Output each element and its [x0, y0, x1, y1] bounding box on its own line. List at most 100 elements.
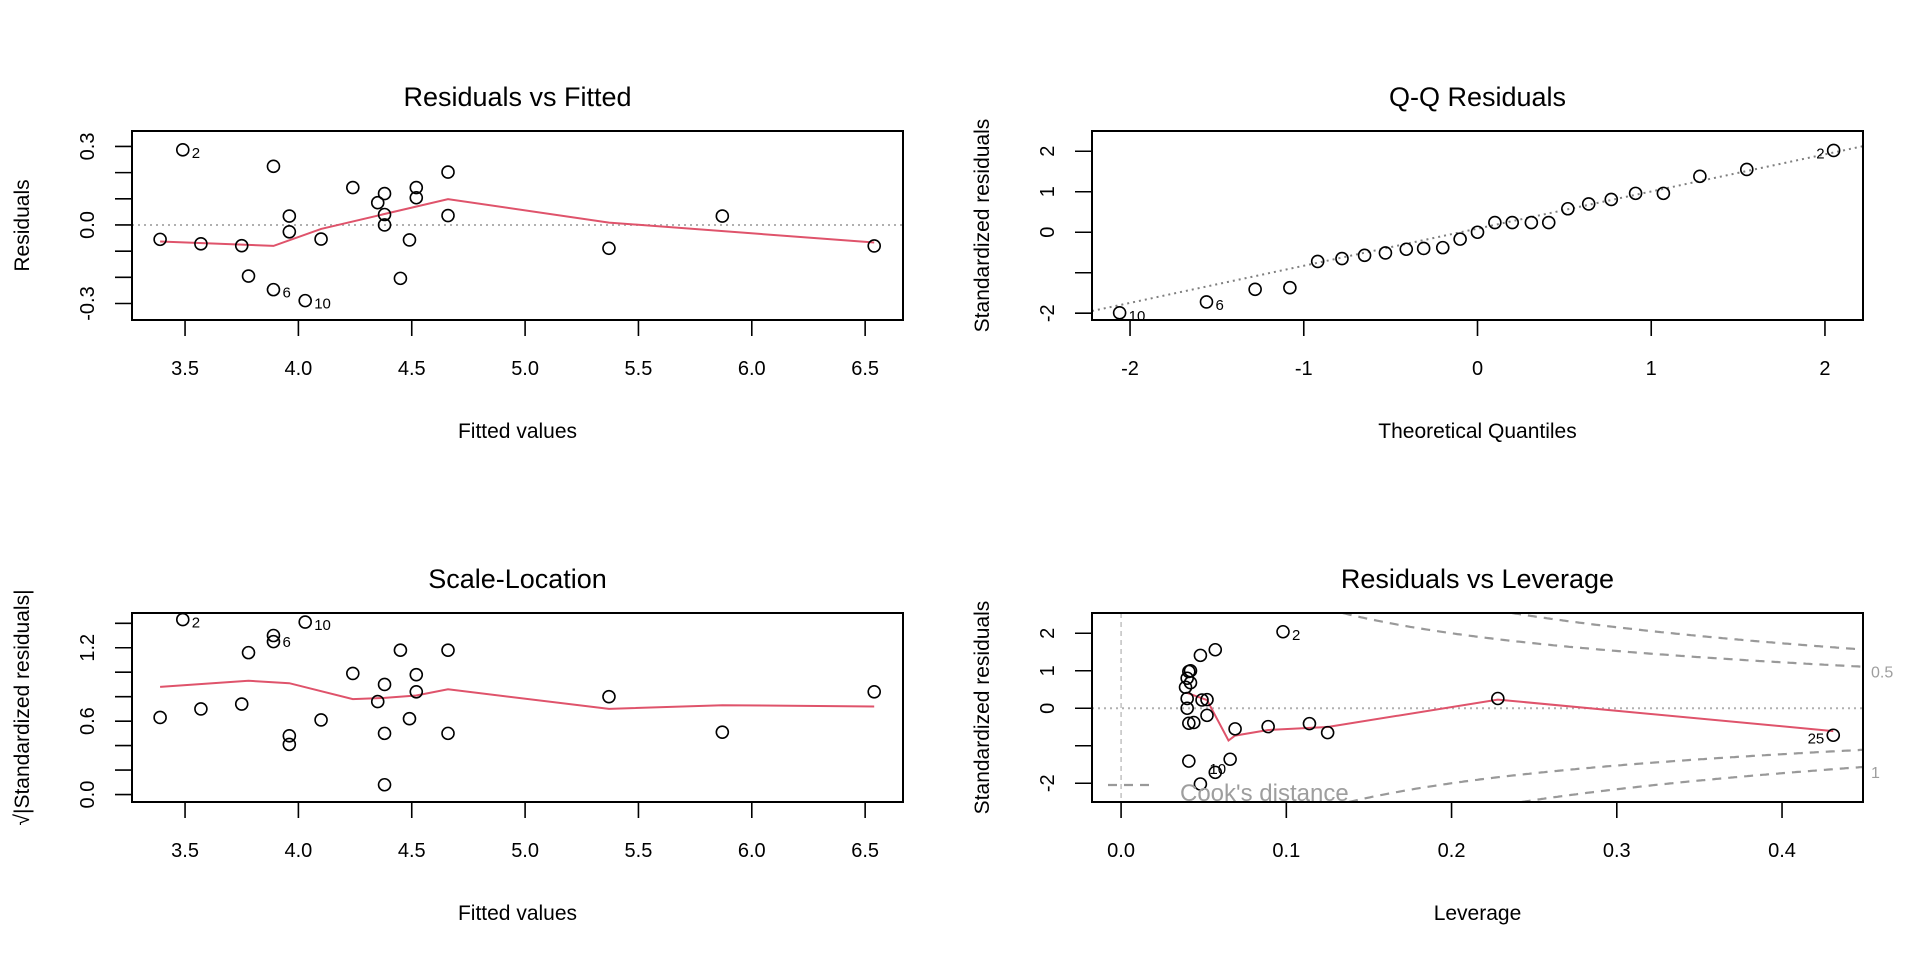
data-point	[298, 615, 312, 629]
x-tick-label: 6.0	[738, 358, 766, 380]
data-point	[1180, 691, 1194, 706]
y-axis: -2 0 1 2	[1037, 628, 1092, 792]
x-tick-label: 0.0	[1107, 840, 1135, 862]
cooks-distance-contour	[1511, 613, 1863, 651]
data-point	[1223, 752, 1237, 767]
panel-title: Residuals vs Fitted	[403, 82, 631, 112]
x-tick-label: -2	[1121, 358, 1139, 380]
cooks-distance-contour	[1342, 613, 1863, 668]
y-tick-label: 0.0	[77, 781, 99, 809]
cooks-contour-label: 0.5	[1871, 665, 1893, 682]
cooks-contour-label: 1	[1871, 765, 1880, 782]
data-point	[194, 702, 208, 716]
y-tick-label: 0	[1037, 227, 1059, 238]
data-point	[1488, 215, 1502, 230]
smoother-line	[160, 198, 875, 247]
x-axis: 3.5 4.0 4.5 5.0 5.5 6.0 6.5	[171, 320, 879, 380]
data-point	[1310, 254, 1325, 269]
data-point	[194, 237, 208, 251]
y-tick-label: 1	[1037, 186, 1059, 197]
data-point	[234, 697, 249, 711]
y-axis-label: Standardized residuals	[971, 119, 994, 333]
x-tick-label: 0.2	[1438, 840, 1466, 862]
data-point	[1561, 201, 1575, 216]
data-point	[1541, 215, 1556, 230]
y-axis: 0.0 0.6 1.2	[77, 622, 132, 809]
x-tick-label: 0.1	[1272, 840, 1300, 862]
point-label: 6	[282, 634, 290, 651]
x-tick-label: 4.5	[398, 358, 426, 380]
data-point	[1200, 692, 1214, 707]
data-point	[1739, 162, 1754, 177]
panel-3: 2 6 10 3.5 4.0 4.5 5.0 5.5 6.0 6.5 0.0 0.6 1.2 Scale-…	[11, 564, 904, 925]
data-point	[1283, 280, 1297, 295]
data-point	[377, 218, 392, 232]
data-point	[1182, 716, 1196, 731]
plot-area	[132, 198, 903, 247]
point-label: 2	[192, 145, 200, 162]
x-tick-label: 0.3	[1603, 840, 1631, 862]
x-tick-label: 5.5	[625, 840, 653, 862]
data-point	[1186, 715, 1201, 730]
y-tick-label: 2	[1037, 146, 1059, 157]
point-label: 6	[282, 285, 290, 302]
x-tick-label: 6.5	[851, 358, 879, 380]
data-point	[393, 271, 408, 286]
y-tick-label: -2	[1037, 774, 1059, 792]
data-point	[1193, 648, 1208, 663]
x-tick-label: 5.5	[625, 358, 653, 380]
panel-2: 10 6 2 -2 -1 0 1 2 -2 0 1 2 Q-Q Residuals Theoretical…	[971, 82, 1864, 443]
cooks-distance-contour	[1348, 748, 1863, 802]
data-point	[1193, 777, 1208, 791]
data-point	[266, 282, 281, 297]
data-point	[1195, 693, 1209, 707]
data-point	[175, 143, 190, 157]
plot-area	[1092, 613, 1863, 802]
data-point	[1228, 722, 1242, 736]
y-tick-label: 2	[1037, 628, 1059, 639]
data-point	[715, 725, 730, 739]
data-point	[867, 684, 882, 699]
data-point	[314, 713, 328, 727]
data-point	[377, 777, 392, 792]
data-point	[298, 293, 312, 308]
panel-1: 2 6 10 3.5 4.0 4.5 5.0 5.5 6.0 6.5 -0.3 0.0 0.3 Resid…	[11, 82, 904, 443]
y-tick-label: 0	[1037, 703, 1059, 714]
data-point	[1199, 295, 1214, 309]
x-tick-label: -1	[1295, 358, 1313, 380]
data-point	[377, 186, 392, 201]
data-point	[393, 643, 408, 657]
data-point	[266, 628, 281, 643]
data-point	[1261, 719, 1275, 734]
data-point	[1604, 192, 1619, 207]
data-point	[346, 180, 360, 195]
x-tick-label: 6.0	[738, 840, 766, 862]
point-label: 6	[1215, 297, 1223, 314]
data-point	[1491, 691, 1505, 706]
data-point	[377, 207, 392, 222]
x-tick-label: 4.5	[398, 840, 426, 862]
x-axis-label: Fitted values	[458, 420, 577, 443]
data-point	[314, 232, 328, 246]
y-tick-label: 0.3	[77, 133, 99, 161]
data-point	[282, 737, 297, 752]
data-point	[715, 209, 730, 223]
y-axis: -0.3 0.0 0.3	[77, 133, 132, 321]
y-axis-label: Residuals	[11, 179, 34, 271]
data-point	[241, 269, 256, 283]
y-axis-label: √|Standardized residuals|	[11, 589, 34, 825]
x-tick-label: 5.0	[511, 840, 539, 862]
data-point	[377, 677, 392, 692]
data-point	[175, 612, 190, 627]
x-tick-label: 6.5	[851, 840, 879, 862]
data-point	[409, 180, 424, 195]
x-axis-label: Theoretical Quantiles	[1378, 420, 1576, 443]
data-point	[602, 241, 616, 256]
data-point	[370, 694, 385, 709]
panel-title: Q-Q Residuals	[1389, 82, 1566, 112]
x-axis-label: Leverage	[1434, 902, 1522, 925]
data-point	[1276, 624, 1290, 639]
data-point	[346, 666, 360, 681]
